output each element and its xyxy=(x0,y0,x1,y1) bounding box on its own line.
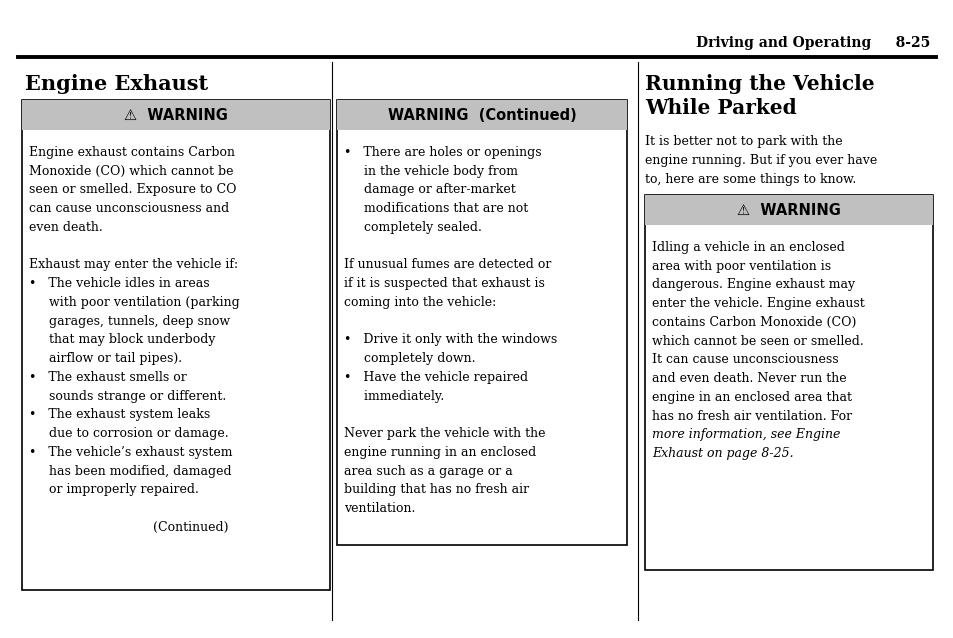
Text: or improperly repaired.: or improperly repaired. xyxy=(29,484,198,496)
Text: •   There are holes or openings: • There are holes or openings xyxy=(344,146,541,159)
Text: •   The exhaust smells or: • The exhaust smells or xyxy=(29,371,187,384)
Text: with poor ventilation (parking: with poor ventilation (parking xyxy=(29,296,239,309)
Text: damage or after-market: damage or after-market xyxy=(344,184,516,197)
Text: •   The vehicle’s exhaust system: • The vehicle’s exhaust system xyxy=(29,446,233,459)
Bar xyxy=(22,100,330,590)
Text: due to corrosion or damage.: due to corrosion or damage. xyxy=(29,427,229,440)
Text: Exhaust may enter the vehicle if:: Exhaust may enter the vehicle if: xyxy=(29,258,238,271)
Text: has no fresh air ventilation. For: has no fresh air ventilation. For xyxy=(651,410,851,423)
Bar xyxy=(336,100,626,130)
Text: has been modified, damaged: has been modified, damaged xyxy=(29,464,232,478)
Text: WARNING  (Continued): WARNING (Continued) xyxy=(387,107,576,122)
Text: It is better not to park with the: It is better not to park with the xyxy=(644,135,841,148)
Text: Engine Exhaust: Engine Exhaust xyxy=(25,74,208,94)
Text: While Parked: While Parked xyxy=(644,98,796,118)
Text: •   The vehicle idles in areas: • The vehicle idles in areas xyxy=(29,277,210,290)
Text: Exhaust on page 8-25.: Exhaust on page 8-25. xyxy=(651,447,793,460)
Text: completely sealed.: completely sealed. xyxy=(344,221,481,234)
Text: dangerous. Engine exhaust may: dangerous. Engine exhaust may xyxy=(651,278,854,292)
Text: Driving and Operating     8-25: Driving and Operating 8-25 xyxy=(695,36,929,50)
Text: in the vehicle body from: in the vehicle body from xyxy=(344,165,517,178)
Text: engine in an enclosed area that: engine in an enclosed area that xyxy=(651,391,851,404)
Text: engine running. But if you ever have: engine running. But if you ever have xyxy=(644,154,877,167)
Text: (Continued): (Continued) xyxy=(29,521,229,534)
Text: that may block underbody: that may block underbody xyxy=(29,334,215,346)
Text: area with poor ventilation is: area with poor ventilation is xyxy=(651,260,830,272)
Text: completely down.: completely down. xyxy=(344,352,475,365)
Text: sounds strange or different.: sounds strange or different. xyxy=(29,390,226,403)
Text: and even death. Never run the: and even death. Never run the xyxy=(651,372,845,385)
Text: Never park the vehicle with the: Never park the vehicle with the xyxy=(344,427,545,440)
Bar xyxy=(22,100,330,130)
Text: Monoxide (CO) which cannot be: Monoxide (CO) which cannot be xyxy=(29,165,233,178)
Text: Running the Vehicle: Running the Vehicle xyxy=(644,74,874,94)
Text: if it is suspected that exhaust is: if it is suspected that exhaust is xyxy=(344,277,544,290)
Text: If unusual fumes are detected or: If unusual fumes are detected or xyxy=(344,258,551,271)
Text: contains Carbon Monoxide (CO): contains Carbon Monoxide (CO) xyxy=(651,316,856,329)
Text: •   Drive it only with the windows: • Drive it only with the windows xyxy=(344,334,557,346)
Text: modifications that are not: modifications that are not xyxy=(344,202,528,215)
Text: garages, tunnels, deep snow: garages, tunnels, deep snow xyxy=(29,315,230,328)
Text: engine running in an enclosed: engine running in an enclosed xyxy=(344,446,536,459)
Text: •   The exhaust system leaks: • The exhaust system leaks xyxy=(29,408,210,422)
Text: •   Have the vehicle repaired: • Have the vehicle repaired xyxy=(344,371,528,384)
Text: seen or smelled. Exposure to CO: seen or smelled. Exposure to CO xyxy=(29,184,236,197)
Text: ⚠  WARNING: ⚠ WARNING xyxy=(124,107,228,122)
Text: area such as a garage or a: area such as a garage or a xyxy=(344,464,512,478)
Text: more information, see Engine: more information, see Engine xyxy=(651,429,840,441)
Bar xyxy=(644,195,932,570)
Text: immediately.: immediately. xyxy=(344,390,444,403)
Text: coming into the vehicle:: coming into the vehicle: xyxy=(344,296,496,309)
Text: Engine exhaust contains Carbon: Engine exhaust contains Carbon xyxy=(29,146,234,159)
Bar xyxy=(644,195,932,225)
Text: which cannot be seen or smelled.: which cannot be seen or smelled. xyxy=(651,335,862,348)
Text: even death.: even death. xyxy=(29,221,103,234)
Text: It can cause unconsciousness: It can cause unconsciousness xyxy=(651,353,838,366)
Bar xyxy=(336,100,626,545)
Text: enter the vehicle. Engine exhaust: enter the vehicle. Engine exhaust xyxy=(651,297,863,310)
Text: building that has no fresh air: building that has no fresh air xyxy=(344,484,529,496)
Text: ⚠  WARNING: ⚠ WARNING xyxy=(737,202,840,218)
Text: to, here are some things to know.: to, here are some things to know. xyxy=(644,172,856,186)
Text: airflow or tail pipes).: airflow or tail pipes). xyxy=(29,352,182,365)
Text: Idling a vehicle in an enclosed: Idling a vehicle in an enclosed xyxy=(651,241,844,254)
Text: can cause unconsciousness and: can cause unconsciousness and xyxy=(29,202,229,215)
Text: ventilation.: ventilation. xyxy=(344,502,415,516)
